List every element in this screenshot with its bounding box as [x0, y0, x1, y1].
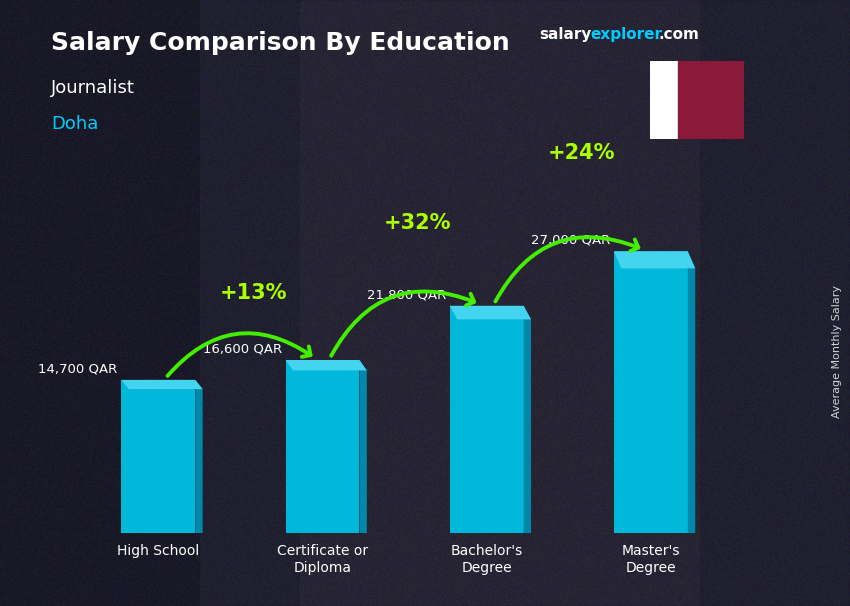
Polygon shape — [614, 251, 695, 268]
Text: 21,800 QAR: 21,800 QAR — [367, 288, 446, 301]
Text: Journalist: Journalist — [51, 79, 135, 97]
Polygon shape — [286, 360, 367, 370]
Polygon shape — [360, 360, 367, 533]
Text: 27,000 QAR: 27,000 QAR — [531, 234, 610, 247]
Bar — [678, 61, 744, 139]
Text: 16,600 QAR: 16,600 QAR — [203, 342, 282, 356]
Text: +32%: +32% — [384, 213, 451, 233]
Polygon shape — [524, 306, 531, 533]
Polygon shape — [688, 251, 695, 533]
Polygon shape — [678, 113, 694, 122]
Text: explorer: explorer — [591, 27, 663, 42]
Polygon shape — [450, 306, 524, 533]
Text: Salary Comparison By Education: Salary Comparison By Education — [51, 30, 510, 55]
Bar — [650, 61, 678, 139]
Polygon shape — [122, 380, 196, 533]
Polygon shape — [678, 122, 694, 131]
Polygon shape — [450, 306, 531, 319]
Polygon shape — [678, 69, 694, 78]
Text: Doha: Doha — [51, 115, 99, 133]
Text: Average Monthly Salary: Average Monthly Salary — [832, 285, 842, 418]
Text: +24%: +24% — [548, 143, 615, 163]
Polygon shape — [614, 251, 688, 533]
Polygon shape — [678, 78, 694, 87]
Polygon shape — [196, 380, 202, 533]
Polygon shape — [678, 96, 694, 104]
Polygon shape — [678, 131, 694, 139]
Text: salary: salary — [540, 27, 592, 42]
Polygon shape — [678, 87, 694, 96]
Polygon shape — [678, 104, 694, 113]
Text: .com: .com — [659, 27, 700, 42]
Polygon shape — [678, 61, 694, 69]
Polygon shape — [122, 380, 202, 389]
Text: +13%: +13% — [220, 282, 287, 302]
Text: 14,700 QAR: 14,700 QAR — [38, 362, 117, 375]
Polygon shape — [286, 360, 360, 533]
